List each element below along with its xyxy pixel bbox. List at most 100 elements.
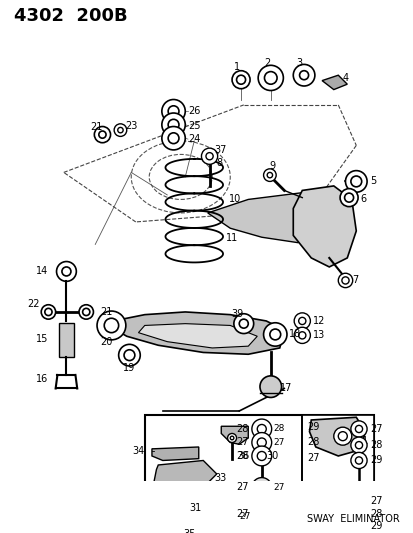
Polygon shape <box>309 417 364 456</box>
Circle shape <box>251 446 271 466</box>
Text: 23: 23 <box>125 120 137 131</box>
Circle shape <box>168 119 178 130</box>
Text: 36: 36 <box>237 451 249 461</box>
Text: 21: 21 <box>90 123 102 132</box>
Text: 2: 2 <box>263 58 270 68</box>
Circle shape <box>227 433 236 442</box>
Text: 17: 17 <box>279 383 292 393</box>
Text: 29: 29 <box>370 521 382 531</box>
Text: 3: 3 <box>296 58 302 68</box>
Circle shape <box>233 314 253 334</box>
Circle shape <box>97 311 126 340</box>
Circle shape <box>350 176 361 187</box>
Text: 20: 20 <box>100 337 112 346</box>
Circle shape <box>114 124 126 136</box>
Text: 27: 27 <box>239 512 250 521</box>
Text: 15: 15 <box>36 334 48 344</box>
Circle shape <box>119 344 140 366</box>
Text: 27: 27 <box>273 483 284 492</box>
Circle shape <box>236 75 245 84</box>
Text: 8: 8 <box>216 158 222 168</box>
Polygon shape <box>111 312 284 354</box>
Circle shape <box>350 453 366 469</box>
Circle shape <box>292 64 314 86</box>
Text: 5: 5 <box>369 176 375 187</box>
Circle shape <box>264 71 276 84</box>
Circle shape <box>173 514 182 523</box>
Text: 37: 37 <box>214 145 226 155</box>
Circle shape <box>94 126 110 143</box>
Text: 28: 28 <box>370 440 382 450</box>
Circle shape <box>256 424 266 433</box>
Text: 18: 18 <box>288 329 300 340</box>
Text: 11: 11 <box>225 233 237 243</box>
Text: 28: 28 <box>235 424 248 434</box>
Circle shape <box>354 497 362 505</box>
Text: 31: 31 <box>356 435 368 446</box>
Circle shape <box>41 305 55 319</box>
Text: 4: 4 <box>342 73 348 83</box>
Circle shape <box>354 425 362 433</box>
Text: 19: 19 <box>123 363 135 373</box>
Circle shape <box>161 100 185 123</box>
Polygon shape <box>321 75 347 90</box>
Circle shape <box>339 189 357 207</box>
Circle shape <box>350 437 366 453</box>
Text: 9: 9 <box>269 161 275 171</box>
Bar <box>301 415 373 532</box>
Circle shape <box>345 171 366 192</box>
Circle shape <box>337 273 352 288</box>
Text: 33: 33 <box>214 473 226 483</box>
Polygon shape <box>207 190 342 243</box>
Circle shape <box>259 376 281 398</box>
Circle shape <box>354 457 362 464</box>
Circle shape <box>79 305 93 319</box>
Text: 27: 27 <box>235 482 248 492</box>
Circle shape <box>263 169 275 181</box>
Text: 28: 28 <box>370 510 382 520</box>
Circle shape <box>201 148 217 164</box>
Text: 7: 7 <box>351 276 357 286</box>
Circle shape <box>83 309 90 316</box>
Text: 27: 27 <box>235 438 248 448</box>
Circle shape <box>350 518 366 533</box>
Circle shape <box>294 313 310 329</box>
Circle shape <box>102 312 120 330</box>
Circle shape <box>176 517 179 521</box>
Polygon shape <box>152 447 198 461</box>
Circle shape <box>294 327 310 343</box>
Polygon shape <box>138 324 256 348</box>
Circle shape <box>62 267 71 276</box>
Circle shape <box>239 319 248 328</box>
Circle shape <box>298 317 305 325</box>
Circle shape <box>354 522 362 530</box>
Circle shape <box>161 113 185 136</box>
Text: 32: 32 <box>252 424 264 434</box>
Circle shape <box>205 152 213 160</box>
Circle shape <box>258 66 282 91</box>
Circle shape <box>161 126 185 150</box>
Text: 1: 1 <box>234 62 240 72</box>
Circle shape <box>344 193 353 202</box>
Text: 28: 28 <box>235 451 248 461</box>
Circle shape <box>354 441 362 449</box>
Polygon shape <box>153 461 216 492</box>
Text: 28: 28 <box>306 438 318 448</box>
Circle shape <box>172 503 183 514</box>
Text: 29: 29 <box>370 456 382 465</box>
Circle shape <box>298 332 305 339</box>
Polygon shape <box>292 186 356 267</box>
Text: 34: 34 <box>132 447 145 456</box>
Circle shape <box>104 318 119 333</box>
Circle shape <box>251 419 271 439</box>
Text: 25: 25 <box>188 120 200 131</box>
Text: 10: 10 <box>228 195 240 205</box>
Bar <box>145 415 373 532</box>
Text: 29: 29 <box>306 422 318 432</box>
Circle shape <box>167 497 188 519</box>
Text: 28: 28 <box>273 424 284 433</box>
Circle shape <box>230 436 233 440</box>
Polygon shape <box>221 426 248 445</box>
Circle shape <box>333 427 351 445</box>
Circle shape <box>168 106 178 117</box>
